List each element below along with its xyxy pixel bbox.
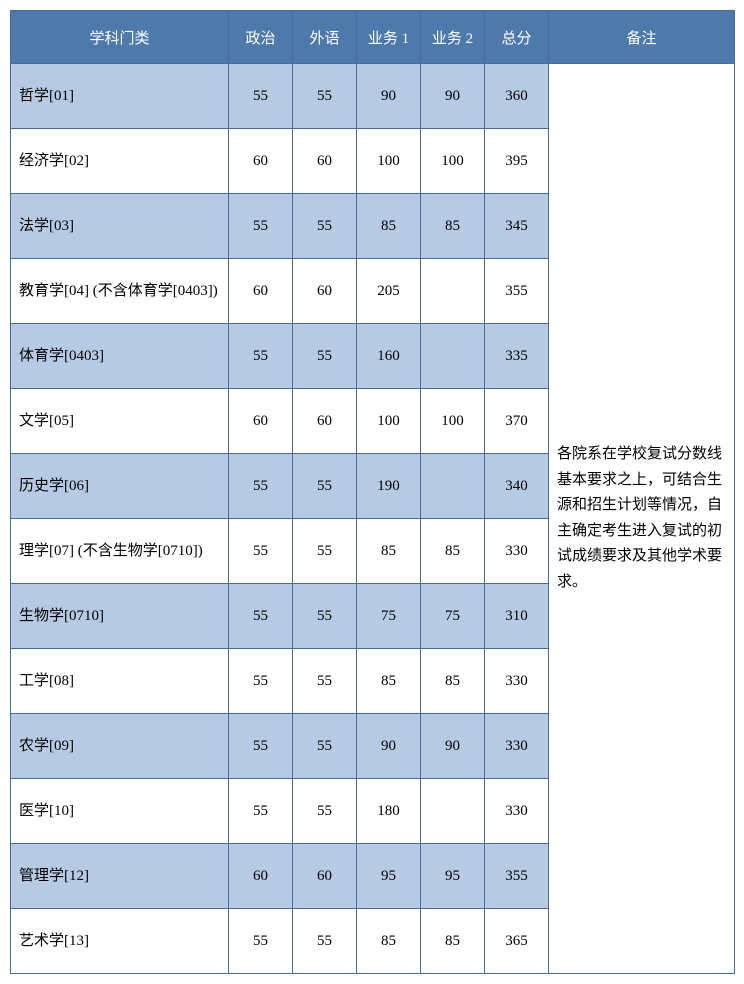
cell-total: 365 <box>485 909 549 974</box>
cell-subject: 生物学[0710] <box>11 584 229 649</box>
cell-s2: 85 <box>421 909 485 974</box>
cell-subject: 历史学[06] <box>11 454 229 519</box>
cell-foreign: 55 <box>293 64 357 129</box>
header-politics: 政治 <box>229 11 293 64</box>
cell-foreign: 60 <box>293 844 357 909</box>
cell-politics: 60 <box>229 129 293 194</box>
cell-subject: 哲学[01] <box>11 64 229 129</box>
cell-total: 310 <box>485 584 549 649</box>
cell-s1: 75 <box>357 584 421 649</box>
cell-politics: 55 <box>229 649 293 714</box>
cell-s1: 95 <box>357 844 421 909</box>
cell-foreign: 60 <box>293 389 357 454</box>
cell-foreign: 55 <box>293 519 357 584</box>
cell-total: 330 <box>485 519 549 584</box>
cell-s1: 85 <box>357 649 421 714</box>
cell-total: 340 <box>485 454 549 519</box>
cell-s2: 85 <box>421 649 485 714</box>
cell-subject: 经济学[02] <box>11 129 229 194</box>
header-total: 总分 <box>485 11 549 64</box>
cell-s1: 180 <box>357 779 421 844</box>
cell-s1: 90 <box>357 714 421 779</box>
cell-subject: 农学[09] <box>11 714 229 779</box>
cell-subject: 体育学[0403] <box>11 324 229 389</box>
cell-total: 370 <box>485 389 549 454</box>
cell-politics: 55 <box>229 454 293 519</box>
cell-total: 330 <box>485 649 549 714</box>
table-row: 哲学[01] 55 55 90 90 360 各院系在学校复试分数线基本要求之上… <box>11 64 735 129</box>
cell-foreign: 55 <box>293 454 357 519</box>
cell-total: 355 <box>485 259 549 324</box>
cell-foreign: 55 <box>293 324 357 389</box>
cell-politics: 55 <box>229 909 293 974</box>
score-table: 学科门类 政治 外语 业务 1 业务 2 总分 备注 哲学[01] 55 55 … <box>10 10 735 974</box>
cell-politics: 60 <box>229 259 293 324</box>
cell-politics: 60 <box>229 844 293 909</box>
cell-s1: 85 <box>357 519 421 584</box>
header-foreign: 外语 <box>293 11 357 64</box>
cell-s2: 95 <box>421 844 485 909</box>
cell-s2 <box>421 779 485 844</box>
cell-foreign: 55 <box>293 714 357 779</box>
cell-foreign: 55 <box>293 584 357 649</box>
cell-s2: 75 <box>421 584 485 649</box>
header-subj2: 业务 2 <box>421 11 485 64</box>
cell-s2: 100 <box>421 389 485 454</box>
cell-subject: 医学[10] <box>11 779 229 844</box>
cell-politics: 55 <box>229 714 293 779</box>
cell-politics: 55 <box>229 324 293 389</box>
cell-politics: 55 <box>229 194 293 259</box>
cell-subject: 法学[03] <box>11 194 229 259</box>
cell-foreign: 60 <box>293 129 357 194</box>
cell-politics: 55 <box>229 64 293 129</box>
cell-total: 345 <box>485 194 549 259</box>
cell-total: 330 <box>485 714 549 779</box>
cell-foreign: 60 <box>293 259 357 324</box>
cell-foreign: 55 <box>293 779 357 844</box>
cell-foreign: 55 <box>293 194 357 259</box>
header-subj1: 业务 1 <box>357 11 421 64</box>
cell-foreign: 55 <box>293 909 357 974</box>
cell-politics: 60 <box>229 389 293 454</box>
cell-total: 395 <box>485 129 549 194</box>
note-cell: 各院系在学校复试分数线基本要求之上，可结合生源和招生计划等情况，自主确定考生进入… <box>549 64 735 974</box>
cell-politics: 55 <box>229 519 293 584</box>
header-subject: 学科门类 <box>11 11 229 64</box>
cell-s1: 205 <box>357 259 421 324</box>
cell-politics: 55 <box>229 584 293 649</box>
cell-foreign: 55 <box>293 649 357 714</box>
cell-total: 335 <box>485 324 549 389</box>
cell-subject: 理学[07] (不含生物学[0710]) <box>11 519 229 584</box>
cell-s1: 100 <box>357 129 421 194</box>
cell-s2 <box>421 454 485 519</box>
cell-s2 <box>421 259 485 324</box>
cell-s1: 160 <box>357 324 421 389</box>
cell-total: 360 <box>485 64 549 129</box>
header-note: 备注 <box>549 11 735 64</box>
cell-subject: 管理学[12] <box>11 844 229 909</box>
cell-s2: 85 <box>421 194 485 259</box>
cell-s2: 100 <box>421 129 485 194</box>
cell-subject: 教育学[04] (不含体育学[0403]) <box>11 259 229 324</box>
cell-s1: 85 <box>357 909 421 974</box>
cell-s1: 85 <box>357 194 421 259</box>
cell-s2: 90 <box>421 714 485 779</box>
cell-s1: 190 <box>357 454 421 519</box>
cell-total: 355 <box>485 844 549 909</box>
cell-s2: 90 <box>421 64 485 129</box>
cell-subject: 文学[05] <box>11 389 229 454</box>
header-row: 学科门类 政治 外语 业务 1 业务 2 总分 备注 <box>11 11 735 64</box>
cell-s1: 90 <box>357 64 421 129</box>
cell-s2 <box>421 324 485 389</box>
cell-s1: 100 <box>357 389 421 454</box>
cell-s2: 85 <box>421 519 485 584</box>
cell-politics: 55 <box>229 779 293 844</box>
cell-subject: 艺术学[13] <box>11 909 229 974</box>
cell-subject: 工学[08] <box>11 649 229 714</box>
cell-total: 330 <box>485 779 549 844</box>
